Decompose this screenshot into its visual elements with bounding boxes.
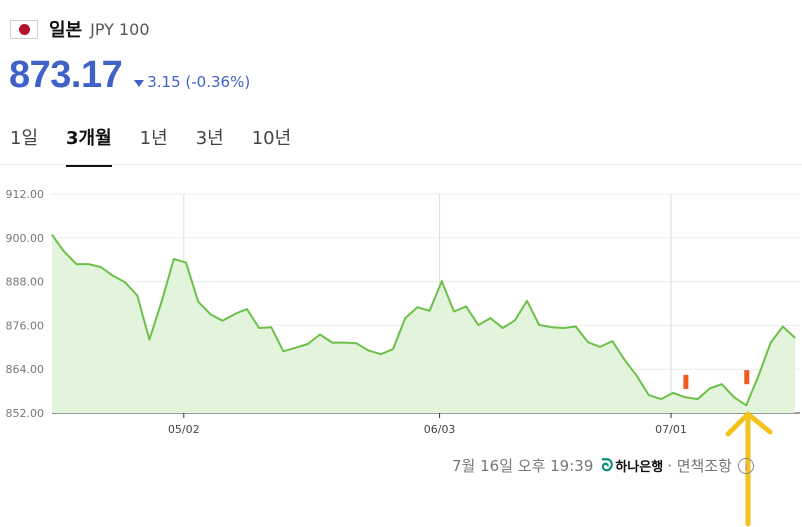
orange-marker [683,374,689,389]
data-point [197,301,199,303]
data-point [465,305,467,308]
info-icon[interactable]: i [737,457,754,474]
currency-code: JPY 100 [90,19,150,39]
data-point [696,398,699,400]
data-point [124,281,126,283]
tab-3m[interactable]: 3개월 [66,120,112,167]
data-point [185,262,187,264]
data-point [319,333,321,336]
data-point [368,349,370,352]
data-point [343,341,345,344]
exchange-rate-chart[interactable]: 912.00 900.00 888.00 876.00 864.00 852.00 05/0… [0,180,802,442]
data-point [477,324,479,326]
data-point [770,342,772,344]
data-point [295,347,297,349]
down-triangle-icon [134,80,145,87]
data-point [148,339,151,341]
data-point [161,301,163,303]
update-timestamp: 7월 16일 오후 19:39 [452,457,594,475]
data-point [282,350,285,352]
tab-divider [0,164,802,165]
area-fill [52,234,795,413]
x-tick-label: 06/03 [424,423,456,436]
tab-1y[interactable]: 1년 [139,128,168,149]
data-point [745,404,747,406]
data-point [782,325,784,328]
data-point [489,317,492,319]
y-tick-label: 852.00 [6,407,45,420]
y-tick-label: 900.00 [6,232,45,245]
chart-footer: 7월 16일 오후 19:39 ᘐ 하나은행 · 면책조항 i [452,455,754,476]
y-tick-label: 876.00 [6,319,45,332]
price-change: 3.15 (-0.36%) [134,73,250,91]
data-point [112,275,114,277]
hana-bank-icon: ᘐ [601,455,614,476]
data-point [757,375,760,377]
tab-3y[interactable]: 3년 [195,128,224,149]
disclaimer-link[interactable]: · 면책조항 [667,457,732,475]
data-point [611,340,613,342]
data-point [660,398,662,400]
x-tick-label: 05/02 [168,423,200,436]
currency-header: 일본 JPY 100 [10,14,150,44]
data-point [355,342,358,344]
data-point [721,383,723,385]
data-point [538,324,540,326]
country-name: 일본 [49,20,83,41]
data-point [209,313,211,315]
series-line [51,234,796,407]
data-point [136,294,138,297]
data-point [392,348,394,350]
data-point [514,319,516,321]
data-point [587,341,589,343]
data-point [307,343,309,345]
data-point [331,341,333,344]
data-point [380,353,382,355]
data-point [246,308,248,310]
y-tick-label: 888.00 [6,276,45,289]
data-point [87,263,90,265]
data-point [173,258,175,260]
data-point [428,310,431,312]
bank-name: 하나은행 [615,460,664,475]
data-point [709,387,711,390]
tab-1d[interactable]: 1일 [10,128,39,149]
data-point [672,392,674,394]
data-point [100,266,102,268]
data-point [684,396,686,398]
x-tick-label: 07/01 [655,423,687,436]
data-point [648,394,650,396]
orange-marker [744,370,750,385]
current-price: 873.17 [9,54,123,96]
data-point [441,280,443,282]
data-point [526,300,528,302]
data-point [623,359,626,361]
y-tick-label: 864.00 [6,363,45,376]
data-point [794,337,796,339]
japan-flag-icon [10,19,38,39]
data-point [636,375,638,377]
tab-10y[interactable]: 10년 [251,128,292,149]
y-tick-label: 912.00 [6,188,45,201]
data-point [575,325,577,328]
data-point [562,327,565,329]
data-point [234,313,236,315]
data-point [550,326,552,328]
data-point [75,263,77,265]
quote-row: 873.17 3.15 (-0.36%) [9,54,250,97]
bank-logo: ᘐ 하나은행 [601,456,663,476]
data-point [221,320,224,322]
data-point [599,346,601,348]
data-point [416,306,419,308]
data-point [733,396,735,398]
data-point [258,327,260,329]
data-point [404,317,406,319]
data-point [453,310,455,313]
price-change-value: 3.15 (-0.36%) [147,73,251,91]
data-point [51,234,53,236]
data-point [270,326,272,328]
data-point [63,251,65,253]
period-tabs: 1일 3개월 1년 3년 10년 [0,120,309,167]
data-point [502,327,504,329]
